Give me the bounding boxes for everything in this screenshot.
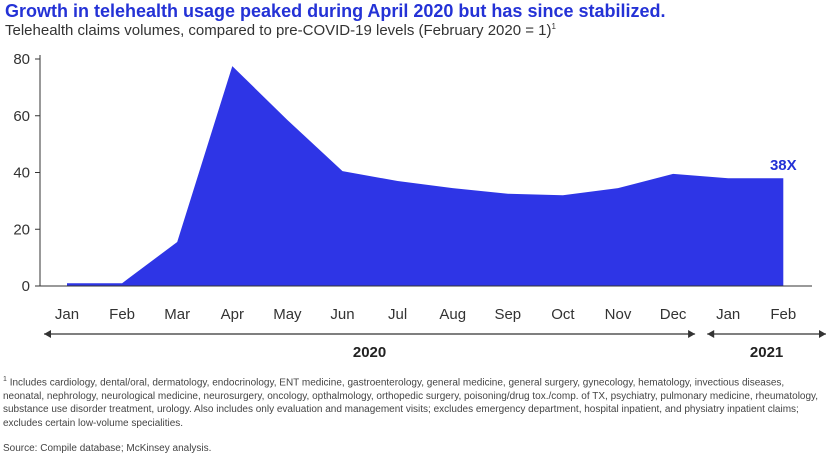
x-tick-label: Jun [330,306,354,323]
end-value-annotation: 38X [770,157,797,174]
series-area [67,66,784,286]
y-tick-label: 0 [22,278,30,295]
x-tick-label: Mar [164,306,190,323]
footnote-text: Includes cardiology, dental/oral, dermat… [3,377,819,429]
y-tick-label: 40 [13,165,30,182]
footnote: 1 Includes cardiology, dental/oral, derm… [3,373,825,430]
x-tick-label: Dec [660,306,687,323]
x-tick-label: Jan [55,306,79,323]
x-tick-label: Feb [770,306,796,323]
x-tick-label: Sep [494,306,521,323]
year-range-2021-right-head [819,330,826,338]
y-tick-label: 20 [13,221,30,238]
y-tick-label: 60 [13,108,30,125]
x-tick-label: Oct [551,306,575,323]
year-range-2020-left-head [44,330,51,338]
year-label-2021: 2021 [750,344,783,361]
x-tick-label: Feb [109,306,135,323]
x-tick-label: Jan [716,306,740,323]
chart-subtitle: Telehealth claims volumes, compared to p… [5,22,556,39]
chart-subtitle-text: Telehealth claims volumes, compared to p… [5,22,552,39]
source-note: Source: Compile database; McKinsey analy… [3,443,212,454]
year-range-2021-left-head [707,330,715,338]
chart-title: Growth in telehealth usage peaked during… [5,1,666,21]
year-label-2020: 2020 [353,344,386,361]
x-tick-label: May [273,306,302,323]
year-range-2020-right-head [688,330,696,338]
subtitle-footnote-mark: 1 [551,22,556,31]
telehealth-area-chart: 0 20 40 60 80 Jan Feb Mar Apr May Jun Jul Aug Sep Oct N… [13,51,826,361]
x-tick-label: Apr [221,306,244,323]
x-tick-label: Jul [388,306,407,323]
x-tick-label: Nov [605,306,632,323]
y-tick-label: 80 [13,51,30,68]
footnote-mark: 1 [3,376,7,383]
x-tick-label: Aug [439,306,466,323]
